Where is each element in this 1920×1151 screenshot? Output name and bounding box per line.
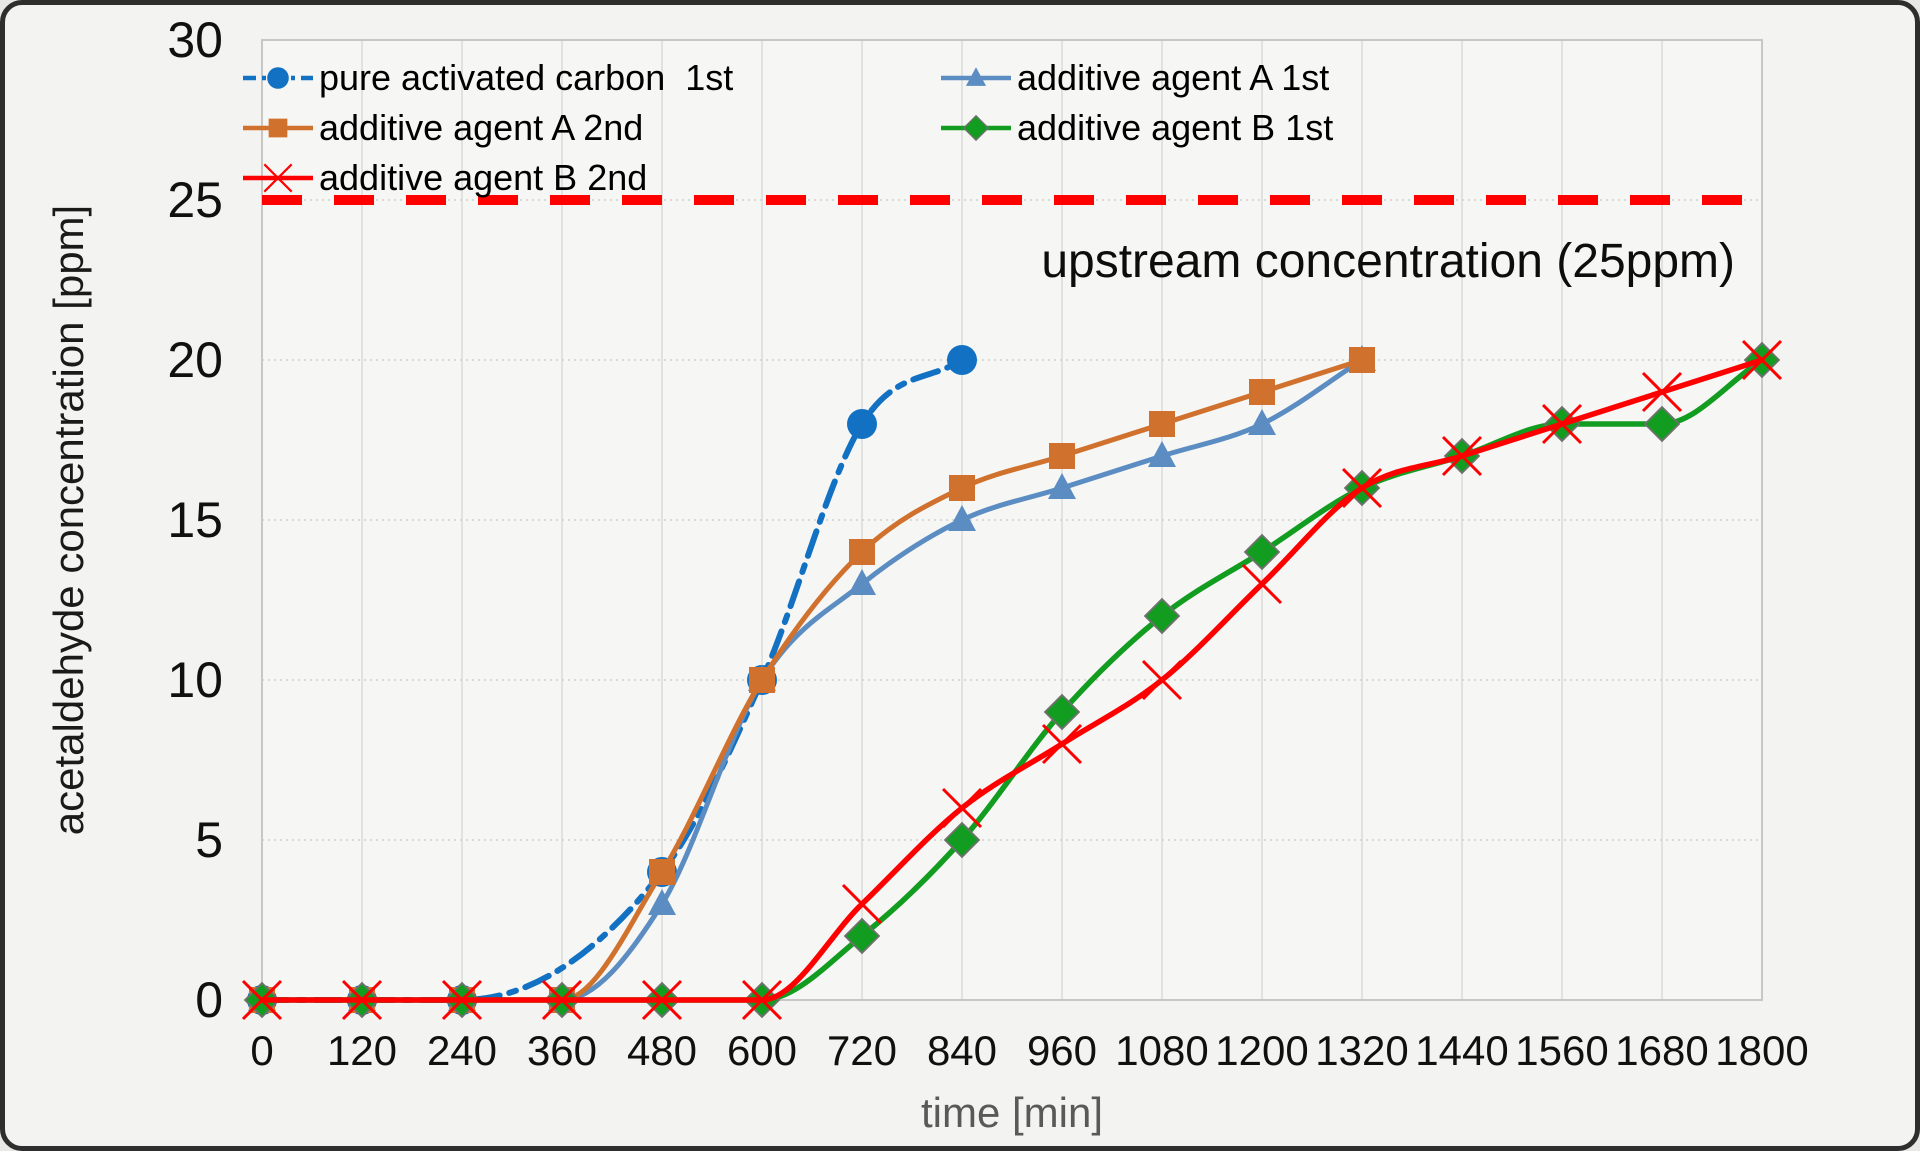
triangle-marker bbox=[965, 67, 987, 86]
triangle-marker bbox=[1148, 441, 1176, 467]
y-tick-label: 20 bbox=[167, 332, 223, 388]
circle-marker bbox=[947, 345, 977, 375]
acetaldehyde-breakthrough-chart: 0 120 240 360 480 600 720 840 960 1080 1200 1320 144… bbox=[45, 12, 1809, 1136]
legend-item-3: additive agent B 1st bbox=[939, 108, 1333, 148]
legend-item-1: additive agent A 1st bbox=[939, 58, 1329, 98]
diamond-marker bbox=[1043, 693, 1081, 731]
x-tick-label: 360 bbox=[527, 1027, 597, 1074]
triangle-marker bbox=[648, 889, 676, 915]
x-marker bbox=[1441, 435, 1483, 477]
square-legend-icon bbox=[243, 118, 313, 138]
x-marker bbox=[441, 979, 483, 1021]
y-tick-label: 0 bbox=[195, 972, 223, 1028]
x-marker bbox=[1041, 723, 1083, 765]
x-marker bbox=[1541, 403, 1583, 445]
diamond-marker bbox=[943, 821, 981, 859]
legend-label: additive agent B 2nd bbox=[319, 157, 648, 198]
square-marker bbox=[949, 475, 975, 501]
diamond-legend-icon bbox=[941, 114, 1011, 142]
diamond-marker bbox=[843, 917, 881, 955]
x-marker bbox=[1241, 563, 1283, 605]
x-marker bbox=[241, 979, 283, 1021]
x-tick-label: 840 bbox=[927, 1027, 997, 1074]
x-marker bbox=[841, 883, 883, 925]
diamond-marker bbox=[1243, 533, 1281, 571]
series-x bbox=[241, 339, 1783, 1021]
y-tick-label: 25 bbox=[167, 172, 223, 228]
x-tick-label: 600 bbox=[727, 1027, 797, 1074]
x-marker bbox=[541, 979, 583, 1021]
triangle-marker bbox=[1248, 409, 1276, 435]
square-marker bbox=[1149, 411, 1175, 437]
legend-item-4: additive agent B 2nd bbox=[241, 158, 647, 198]
x-marker bbox=[641, 979, 683, 1021]
x-tick-label: 1200 bbox=[1215, 1027, 1308, 1074]
triangle-legend-icon bbox=[941, 67, 1011, 86]
x-axis-title: time [min] bbox=[921, 1089, 1103, 1136]
x-tick-label: 1560 bbox=[1515, 1027, 1608, 1074]
x-tick-label: 480 bbox=[627, 1027, 697, 1074]
triangle-marker bbox=[948, 505, 976, 531]
x-tick-label: 120 bbox=[327, 1027, 397, 1074]
square-marker bbox=[749, 667, 775, 693]
x-tick-label: 720 bbox=[827, 1027, 897, 1074]
circle-marker bbox=[847, 409, 877, 439]
legend-item-2: additive agent A 2nd bbox=[241, 108, 643, 148]
x-marker bbox=[1141, 659, 1183, 701]
x-tick-label: 240 bbox=[427, 1027, 497, 1074]
y-tick-label: 15 bbox=[167, 492, 223, 548]
x-tick-label: 1680 bbox=[1615, 1027, 1708, 1074]
y-tick-label: 10 bbox=[167, 652, 223, 708]
y-tick-label: 5 bbox=[195, 812, 223, 868]
triangle-marker bbox=[1048, 473, 1076, 499]
square-marker bbox=[1049, 443, 1075, 469]
square-marker bbox=[649, 859, 675, 885]
legend-label: pure activated carbon 1st bbox=[319, 57, 734, 98]
x-tick-label: 960 bbox=[1027, 1027, 1097, 1074]
x-marker bbox=[1741, 339, 1783, 381]
diamond-marker bbox=[1643, 405, 1681, 443]
square-marker bbox=[268, 118, 288, 138]
x-marker bbox=[741, 979, 783, 1021]
upstream-annotation-label: upstream concentration (25ppm) bbox=[1041, 235, 1735, 288]
diamond-marker bbox=[962, 114, 990, 142]
series-line-4 bbox=[259, 357, 1765, 1003]
square-marker bbox=[849, 539, 875, 565]
legend-label: additive agent A 1st bbox=[1017, 57, 1330, 98]
legend-label: additive agent B 1st bbox=[1017, 107, 1334, 148]
y-tick-label: 30 bbox=[167, 12, 223, 68]
circle-marker bbox=[267, 67, 289, 89]
square-marker bbox=[1249, 379, 1275, 405]
legend-label: additive agent A 2nd bbox=[319, 107, 644, 148]
x-marker bbox=[1641, 371, 1683, 413]
x-marker bbox=[341, 979, 383, 1021]
x-marker bbox=[1341, 467, 1383, 509]
x-legend-icon bbox=[243, 163, 313, 193]
legend-item-0: pure activated carbon 1st bbox=[241, 58, 733, 98]
x-marker bbox=[263, 163, 293, 193]
x-tick-label: 1800 bbox=[1715, 1027, 1808, 1074]
x-tick-label: 1080 bbox=[1115, 1027, 1208, 1074]
circle-legend-icon bbox=[243, 67, 313, 89]
x-tick-label: 1440 bbox=[1415, 1027, 1508, 1074]
x-marker bbox=[941, 787, 983, 829]
y-axis-title: acetaldehyde concentration [ppm] bbox=[45, 205, 92, 835]
diamond-marker bbox=[1143, 597, 1181, 635]
triangle-marker bbox=[848, 569, 876, 595]
x-tick-label: 1320 bbox=[1315, 1027, 1408, 1074]
x-tick-label: 0 bbox=[250, 1027, 273, 1074]
plot-border bbox=[261, 39, 1763, 1001]
square-marker bbox=[1349, 347, 1375, 373]
